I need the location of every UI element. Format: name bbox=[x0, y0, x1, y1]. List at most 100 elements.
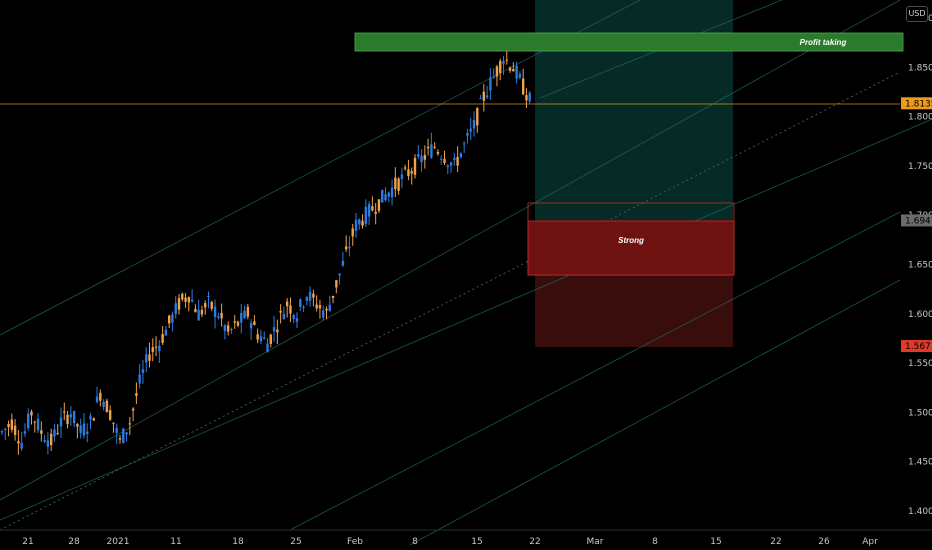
candle-body bbox=[33, 421, 36, 423]
channel-line bbox=[0, 119, 931, 521]
candle-body bbox=[279, 310, 282, 313]
x-tick-label: 18 bbox=[232, 537, 244, 547]
candle-body bbox=[151, 347, 154, 352]
candle-body bbox=[253, 321, 256, 325]
candle-body bbox=[489, 77, 492, 91]
y-tick-label: 1.5500 bbox=[908, 359, 932, 369]
candle-body bbox=[27, 413, 30, 429]
candle-body bbox=[148, 354, 151, 361]
candle-body bbox=[495, 66, 499, 77]
x-tick-label: Apr bbox=[862, 537, 878, 547]
x-tick-label: 15 bbox=[710, 537, 721, 547]
candle-body bbox=[430, 144, 433, 158]
candle-body bbox=[161, 333, 164, 343]
candle-body bbox=[403, 167, 407, 169]
candle-body bbox=[125, 432, 128, 435]
candle-body bbox=[453, 157, 456, 160]
mid-price-tag: 1.6947 bbox=[905, 216, 932, 226]
candle-body bbox=[315, 304, 318, 309]
candle-body bbox=[66, 414, 69, 425]
candle-body bbox=[95, 396, 99, 402]
candle-body bbox=[99, 392, 102, 401]
y-tick-label: 1.7500 bbox=[908, 162, 932, 172]
candle-body bbox=[43, 440, 46, 442]
candle-body bbox=[256, 334, 259, 340]
candle-body bbox=[426, 146, 430, 149]
candle-body bbox=[145, 354, 148, 363]
candle-body bbox=[92, 418, 95, 421]
candle-body bbox=[397, 178, 400, 191]
currency-button[interactable]: USD bbox=[906, 6, 928, 22]
candle-body bbox=[499, 61, 502, 73]
candle-body bbox=[322, 310, 325, 318]
candle-body bbox=[272, 327, 276, 332]
channel-midline bbox=[0, 71, 901, 531]
x-tick-label: Feb bbox=[347, 537, 363, 547]
candle-body bbox=[181, 293, 184, 300]
candle-body bbox=[377, 199, 381, 211]
candle-body bbox=[177, 298, 181, 310]
candle-body bbox=[456, 156, 459, 166]
candle-body bbox=[305, 297, 309, 301]
x-tick-label: 28 bbox=[68, 537, 80, 547]
candle-body bbox=[190, 299, 194, 302]
candle-body bbox=[505, 59, 508, 61]
candle-body bbox=[0, 431, 4, 433]
candle-body bbox=[23, 431, 27, 434]
candle-body bbox=[508, 67, 512, 71]
candle-body bbox=[89, 415, 92, 420]
candle-body bbox=[204, 303, 207, 308]
y-tick-label: 1.4500 bbox=[908, 458, 932, 468]
candle-body bbox=[518, 73, 522, 78]
candle-body bbox=[485, 95, 489, 98]
candle-body bbox=[194, 308, 197, 313]
candle-body bbox=[381, 189, 384, 203]
candle-body bbox=[223, 325, 227, 331]
candle-body bbox=[292, 315, 295, 320]
candle-body bbox=[469, 128, 472, 132]
candle-body bbox=[115, 427, 118, 433]
candle-body bbox=[69, 414, 73, 418]
channel-line bbox=[0, 0, 641, 336]
candle-body bbox=[167, 315, 171, 324]
candle-body bbox=[158, 345, 161, 352]
candle-body bbox=[308, 291, 312, 301]
candle-body bbox=[413, 157, 417, 175]
x-tick-label: 22 bbox=[770, 537, 781, 547]
candle-body bbox=[459, 153, 463, 158]
candle-body bbox=[128, 423, 132, 425]
candle-body bbox=[462, 143, 466, 145]
candle-body bbox=[138, 374, 141, 384]
candle-body bbox=[243, 310, 246, 318]
channel-line bbox=[409, 279, 901, 546]
candle-body bbox=[502, 60, 505, 65]
candle-body bbox=[449, 162, 453, 166]
candle-body bbox=[82, 423, 86, 436]
candle-body bbox=[56, 433, 59, 435]
candle-body bbox=[318, 305, 322, 309]
candle-body bbox=[102, 401, 105, 407]
candle-body bbox=[30, 411, 33, 416]
candle-body bbox=[230, 329, 233, 331]
candle-body bbox=[344, 246, 348, 250]
y-tick-label: 1.8000 bbox=[908, 113, 932, 123]
candle-body bbox=[371, 206, 374, 211]
candle-body bbox=[108, 410, 112, 420]
y-tick-label: 1.6500 bbox=[908, 261, 932, 271]
candle-body bbox=[249, 323, 253, 329]
candle-body bbox=[417, 154, 420, 157]
candle-body bbox=[76, 424, 79, 427]
channel-line bbox=[539, 0, 783, 99]
candle-body bbox=[112, 422, 115, 424]
candle-body bbox=[400, 174, 404, 179]
candle-body bbox=[331, 295, 335, 298]
strong-zone bbox=[527, 220, 735, 276]
candle-body bbox=[492, 76, 495, 78]
candle-body bbox=[443, 158, 446, 164]
candle-body bbox=[299, 299, 302, 307]
candle-body bbox=[436, 151, 440, 154]
candle-body bbox=[246, 306, 250, 317]
candle-body bbox=[446, 165, 449, 167]
